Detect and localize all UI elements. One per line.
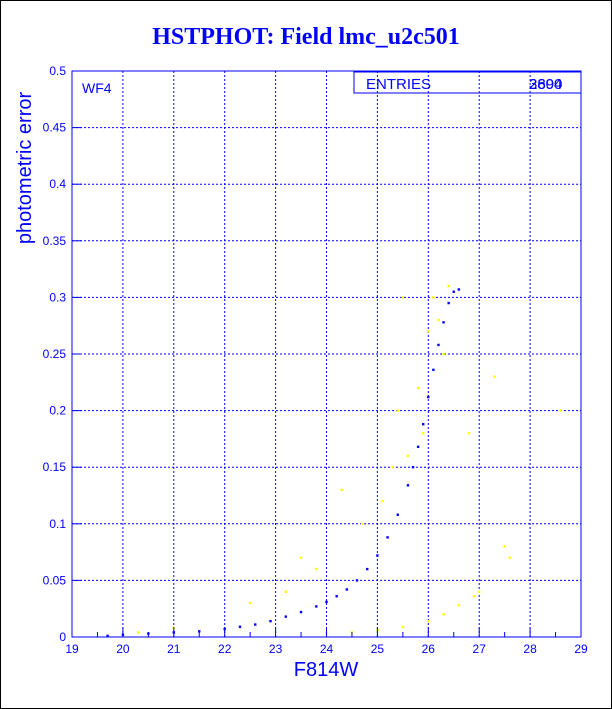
chart-title: HSTPHOT: Field lmc_u2c501 [152, 24, 460, 50]
data-point [381, 499, 384, 503]
data-point [406, 454, 410, 458]
y-tick-label: 0 [59, 630, 66, 644]
data-point [442, 613, 445, 616]
x-tick-label: 28 [523, 642, 537, 656]
data-point [391, 466, 394, 469]
data-point [396, 409, 399, 412]
data-point [248, 601, 252, 605]
data-point [106, 634, 109, 638]
data-point [457, 604, 461, 607]
data-point [437, 343, 440, 347]
x-tick-label: 23 [269, 642, 283, 656]
data-point [335, 595, 338, 598]
data-point [136, 631, 140, 634]
x-axis-label: F814W [294, 659, 359, 681]
y-tick-label: 0.45 [43, 121, 67, 135]
x-tick-label: 20 [116, 642, 130, 656]
data-point [284, 590, 287, 593]
data-point [386, 536, 389, 539]
data-point [299, 610, 303, 614]
data-point [478, 590, 481, 593]
data-point [432, 368, 435, 372]
stats-box-value-2: 3604 [529, 76, 562, 93]
data-point [422, 432, 425, 435]
data-point [442, 321, 445, 324]
axis-ticks: 19 20 21 22 23 24 25 26 27 28 29 0 0.05 0.1 0.15 0.2 0.2… [43, 64, 588, 656]
x-tick-label: 26 [422, 642, 436, 656]
data-point [406, 484, 410, 487]
data-point [447, 284, 450, 288]
y-tick-label: 0.4 [49, 177, 66, 191]
stats-box-value-1: 2890 [529, 76, 562, 93]
data-point [325, 600, 328, 604]
y-tick-label: 0.1 [49, 517, 66, 531]
data-point [401, 625, 405, 629]
data-point [503, 545, 506, 548]
data-point [360, 522, 364, 525]
data-point [493, 375, 496, 378]
x-tick-label: 29 [574, 642, 588, 656]
data-point [437, 318, 440, 322]
data-point [559, 409, 562, 412]
x-tick-label: 24 [320, 642, 334, 656]
data-point [467, 432, 471, 435]
data-point [452, 290, 455, 293]
data-point [269, 619, 272, 623]
data-point [376, 554, 379, 557]
data-point [299, 556, 303, 559]
x-tick-label: 27 [473, 642, 487, 656]
y-tick-label: 0.3 [49, 290, 66, 304]
data-point [411, 466, 415, 469]
data-point [340, 488, 343, 492]
data-point [254, 623, 257, 626]
data-point [315, 567, 318, 571]
data-point [345, 588, 349, 591]
data-point [457, 288, 461, 291]
data-point [315, 605, 318, 608]
series-2 [136, 284, 562, 635]
x-tick-label: 19 [65, 642, 79, 656]
grid [72, 71, 581, 637]
x-tick-label: 22 [218, 642, 232, 656]
y-tick-label: 0.15 [43, 460, 67, 474]
data-point [416, 445, 420, 449]
data-point [355, 579, 359, 582]
data-point [366, 567, 369, 571]
y-tick-label: 0.05 [43, 573, 67, 587]
data-point [472, 595, 476, 598]
y-axis-label: photometric error [14, 92, 36, 245]
y-tick-label: 0.35 [43, 234, 67, 248]
stats-box-label: ENTRIES [366, 76, 431, 93]
x-tick-label: 21 [167, 642, 181, 656]
stats-box [353, 71, 582, 94]
data-point [427, 395, 430, 399]
data-point [427, 330, 430, 333]
y-tick-label: 0.5 [49, 64, 66, 78]
x-tick-label: 25 [371, 642, 385, 656]
data-point [396, 513, 399, 516]
y-tick-label: 0.2 [49, 404, 66, 418]
data-point [442, 352, 445, 356]
data-point [401, 296, 405, 299]
data-point [432, 296, 435, 299]
data-point [508, 556, 511, 559]
data-point [284, 615, 287, 618]
panel-label: WF4 [82, 80, 112, 96]
y-tick-label: 0.25 [43, 347, 67, 361]
data-point [422, 422, 425, 426]
data-point [427, 619, 430, 623]
data-point [447, 301, 450, 305]
data-point [238, 625, 242, 629]
data-point [198, 630, 201, 633]
data-point [416, 386, 420, 390]
